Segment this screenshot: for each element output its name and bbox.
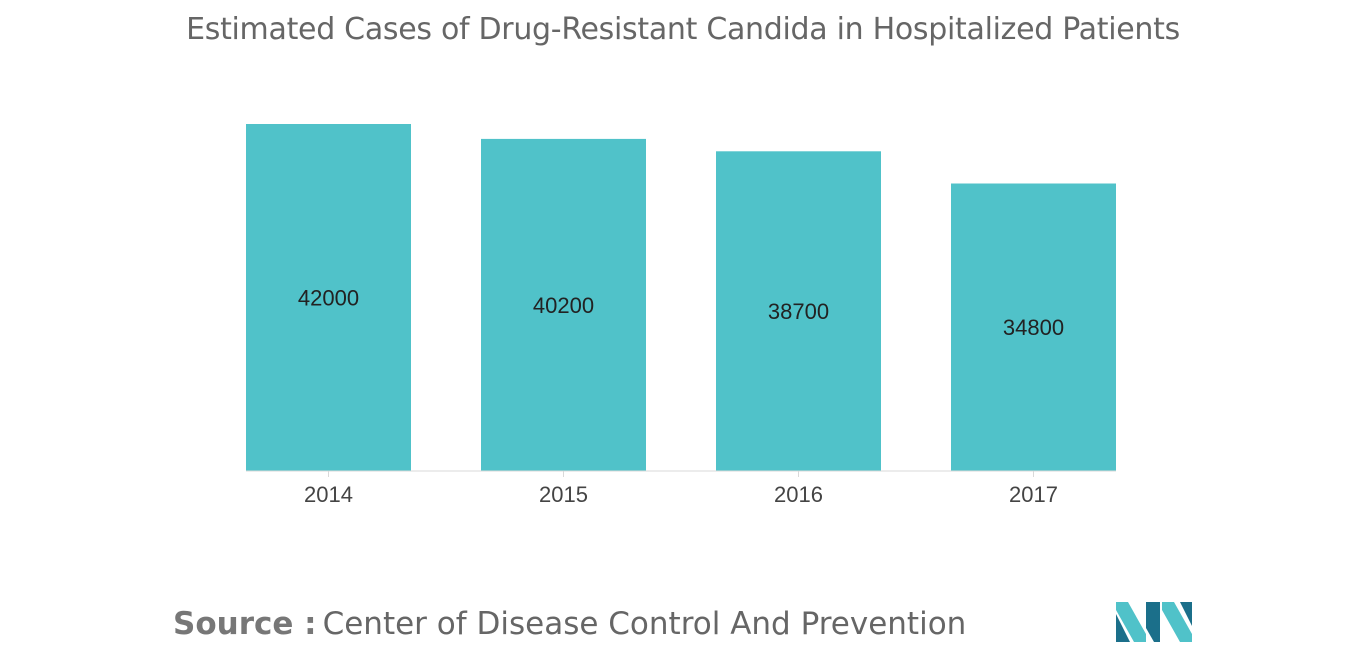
- data-label-2016: 38700: [768, 299, 829, 324]
- source-text: Center of Disease Control And Prevention: [322, 606, 967, 642]
- x-ticks-group: [328, 471, 1034, 477]
- data-labels-group: 42000 40200 38700 34800: [298, 286, 1064, 341]
- x-tick-label-2014: 2014: [304, 482, 353, 507]
- chart-title: Estimated Cases of Drug-Resistant Candid…: [186, 12, 1180, 47]
- x-tick-labels-group: 2014 2015 2016 2017: [304, 482, 1058, 507]
- data-label-2015: 40200: [533, 293, 594, 318]
- x-tick-label-2016: 2016: [774, 482, 823, 507]
- bar-2014: [246, 124, 411, 471]
- data-label-2014: 42000: [298, 286, 359, 311]
- bar-2017: [951, 183, 1116, 471]
- x-tick-label-2017: 2017: [1009, 482, 1058, 507]
- bar-2016: [716, 151, 881, 472]
- bar-2015: [481, 138, 646, 471]
- bars-group: [246, 124, 1116, 472]
- x-tick-label-2015: 2015: [539, 482, 588, 507]
- source-note: Source : Center of Disease Control And Pr…: [173, 606, 966, 642]
- source-prefix: Source :: [173, 606, 317, 642]
- data-label-2017: 34800: [1003, 315, 1064, 340]
- mordor-intelligence-logo-icon: [1116, 602, 1192, 642]
